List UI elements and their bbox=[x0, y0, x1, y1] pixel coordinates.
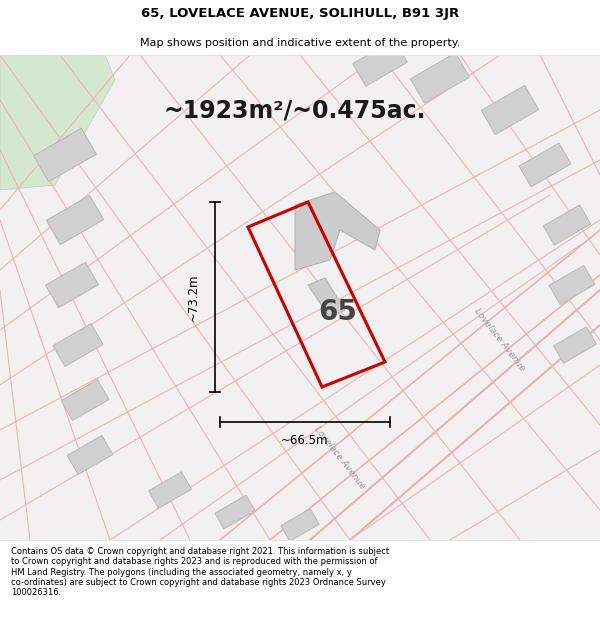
Polygon shape bbox=[149, 472, 191, 508]
Text: Contains OS data © Crown copyright and database right 2021. This information is : Contains OS data © Crown copyright and d… bbox=[11, 547, 389, 598]
Polygon shape bbox=[481, 86, 539, 134]
Polygon shape bbox=[215, 495, 255, 529]
Polygon shape bbox=[34, 128, 97, 182]
Polygon shape bbox=[410, 53, 470, 103]
Text: ~73.2m: ~73.2m bbox=[187, 273, 199, 321]
Text: Map shows position and indicative extent of the property.: Map shows position and indicative extent… bbox=[140, 38, 460, 48]
Polygon shape bbox=[353, 40, 407, 86]
Text: ~66.5m: ~66.5m bbox=[281, 434, 329, 446]
Polygon shape bbox=[46, 196, 104, 244]
Text: 65: 65 bbox=[319, 298, 358, 326]
Polygon shape bbox=[46, 262, 98, 308]
Polygon shape bbox=[67, 436, 113, 474]
Polygon shape bbox=[544, 205, 590, 245]
Polygon shape bbox=[554, 327, 596, 363]
Polygon shape bbox=[519, 143, 571, 187]
Text: ~1923m²/~0.475ac.: ~1923m²/~0.475ac. bbox=[164, 98, 426, 122]
Text: 65, LOVELACE AVENUE, SOLIHULL, B91 3JR: 65, LOVELACE AVENUE, SOLIHULL, B91 3JR bbox=[141, 8, 459, 20]
Polygon shape bbox=[295, 192, 380, 270]
Polygon shape bbox=[0, 55, 115, 190]
Polygon shape bbox=[549, 266, 595, 304]
Polygon shape bbox=[308, 278, 345, 318]
Text: Lovelace Avenue: Lovelace Avenue bbox=[313, 425, 367, 491]
Polygon shape bbox=[61, 379, 109, 421]
Text: Lovelace Avenue: Lovelace Avenue bbox=[473, 307, 527, 373]
Polygon shape bbox=[281, 509, 319, 541]
Polygon shape bbox=[53, 324, 103, 366]
